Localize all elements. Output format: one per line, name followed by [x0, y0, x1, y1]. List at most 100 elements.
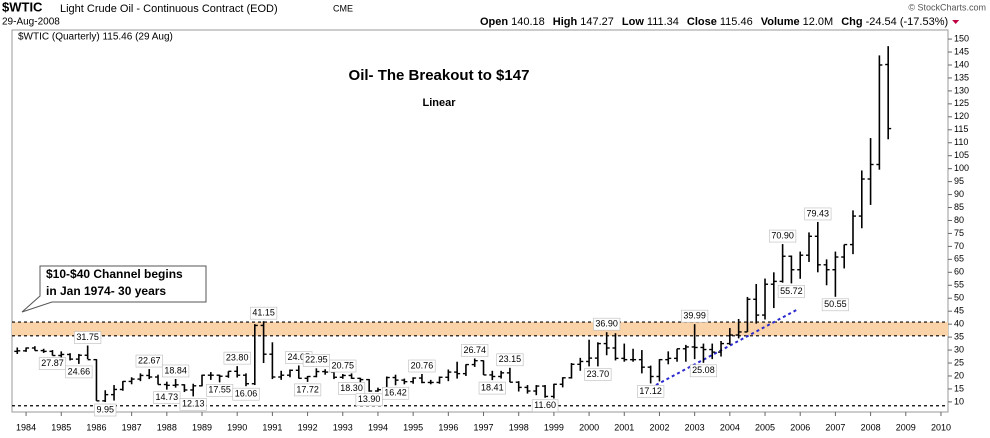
price-label-box — [135, 354, 163, 368]
price-label: 16.42 — [384, 388, 407, 398]
down-arrow — [952, 20, 960, 24]
price-label-box — [381, 386, 410, 400]
price-label: 17.55 — [208, 385, 231, 395]
y-tick-label: 55 — [954, 280, 964, 290]
price-label-box — [65, 365, 93, 379]
instrument: Light Crude Oil - Continuous Contract (E… — [60, 3, 278, 15]
quote-label: Open — [480, 16, 508, 28]
y-tick-label: 50 — [954, 293, 964, 303]
price-label-box — [496, 353, 524, 367]
y-tick-label: 145 — [954, 46, 969, 56]
x-tick-label: 1984 — [16, 422, 36, 432]
x-tick-label: 2001 — [614, 422, 634, 432]
x-tick-label: 2009 — [896, 422, 916, 432]
quote-value: 147.27 — [580, 16, 614, 28]
price-label-box — [777, 285, 805, 298]
callout: $10-$40 Channel begins in Jan 1974- 30 y… — [21, 265, 207, 313]
price-label-box — [593, 317, 621, 331]
x-tick-label: 1992 — [298, 422, 318, 432]
price-label: 31.75 — [76, 332, 99, 342]
price-label-box — [681, 309, 709, 323]
price-label-box — [461, 344, 489, 357]
x-tick-label: 2005 — [755, 422, 775, 432]
x-tick-label: 1998 — [509, 422, 529, 432]
x-tick-label: 1999 — [544, 422, 564, 432]
x-tick-label: 1988 — [157, 422, 177, 432]
y-tick-label: 10 — [954, 396, 964, 406]
quote-value: 140.18 — [511, 16, 545, 28]
price-label-box — [408, 359, 436, 373]
price-label: 11.60 — [534, 400, 556, 410]
price-label: 50.55 — [824, 299, 847, 309]
header: $WTIC Light Crude Oil - Continuous Contr… — [2, 0, 986, 28]
x-tick-label: 1997 — [474, 422, 494, 432]
symbol: $WTIC — [2, 0, 43, 14]
trendline — [655, 309, 798, 386]
quote-label: High — [553, 16, 578, 28]
price-label-box — [531, 399, 559, 413]
price-label: 23.15 — [499, 354, 522, 364]
price-label: 13.90 — [358, 394, 381, 404]
y-tick-label: 95 — [954, 176, 964, 186]
exchange: CME — [333, 3, 353, 13]
x-tick-label: 1989 — [192, 422, 212, 432]
y-tick-label: 30 — [954, 344, 964, 354]
x-tick-label: 2006 — [790, 422, 810, 432]
quote-label: Chg — [841, 16, 862, 28]
price-label-box — [804, 207, 832, 221]
y-tick-label: 130 — [954, 85, 969, 95]
y-tick-label: 40 — [954, 319, 964, 329]
x-tick-label: 1985 — [51, 422, 71, 432]
x-tick-label: 2008 — [861, 422, 881, 432]
price-label-box — [689, 364, 718, 378]
callout-line: $10-$40 Channel begins — [46, 267, 183, 281]
date: 29-Aug-2008 — [2, 17, 60, 28]
x-tick-label: 2004 — [720, 422, 740, 432]
price-label: 27.87 — [41, 358, 64, 368]
price-label: 18.41 — [481, 382, 504, 392]
x-tick-label: 1987 — [122, 422, 142, 432]
price-label: 70.90 — [771, 230, 794, 240]
plot-frame — [11, 29, 949, 413]
y-tick-label: 150 — [954, 33, 969, 43]
price-label: 55.72 — [780, 286, 803, 296]
x-tick-label: 2007 — [825, 422, 845, 432]
y-tick-label: 140 — [954, 59, 969, 69]
quote-label: Close — [687, 16, 717, 28]
price-label: 24.05 — [288, 352, 311, 362]
x-tick-label: 2003 — [685, 422, 705, 432]
price-label-box — [355, 393, 383, 407]
quote-value: 115.46 — [720, 16, 753, 28]
price-label: 22.95 — [305, 355, 328, 365]
price-label: 22.67 — [138, 355, 161, 365]
price-label-box — [94, 403, 117, 417]
price-label-box — [294, 383, 322, 397]
price-label-box — [584, 368, 612, 381]
y-tick-label: 35 — [954, 331, 964, 341]
quote-value: 12.0M — [803, 16, 834, 28]
price-label-box — [769, 229, 797, 243]
y-tick-label: 70 — [954, 241, 964, 251]
price-label: 26.74 — [463, 345, 486, 355]
channel-band — [12, 322, 948, 336]
price-label-box — [329, 359, 357, 373]
price-label: 20.76 — [411, 360, 434, 370]
y-tick-label: 120 — [954, 111, 969, 121]
price-label-box — [821, 298, 849, 312]
price-label: 36.90 — [595, 319, 618, 329]
y-tick-label: 100 — [954, 163, 969, 173]
y-tick-label: 125 — [954, 98, 969, 108]
chart-subtitle: Linear — [422, 97, 456, 109]
price-label-box — [38, 357, 67, 370]
price-label: 79.43 — [807, 208, 830, 218]
price-label: 14.73 — [156, 392, 179, 402]
price-label: 39.99 — [683, 311, 706, 321]
legend: $WTIC (Quarterly) 115.46 (29 Aug) — [18, 32, 173, 43]
price-label: 24.66 — [68, 366, 91, 376]
price-label-box — [478, 381, 506, 395]
y-tick-label: 110 — [954, 137, 968, 147]
price-label: 20.75 — [332, 360, 355, 370]
price-label-box — [179, 398, 207, 411]
chart-title: Oil- The Breakout to $147 — [349, 67, 530, 84]
